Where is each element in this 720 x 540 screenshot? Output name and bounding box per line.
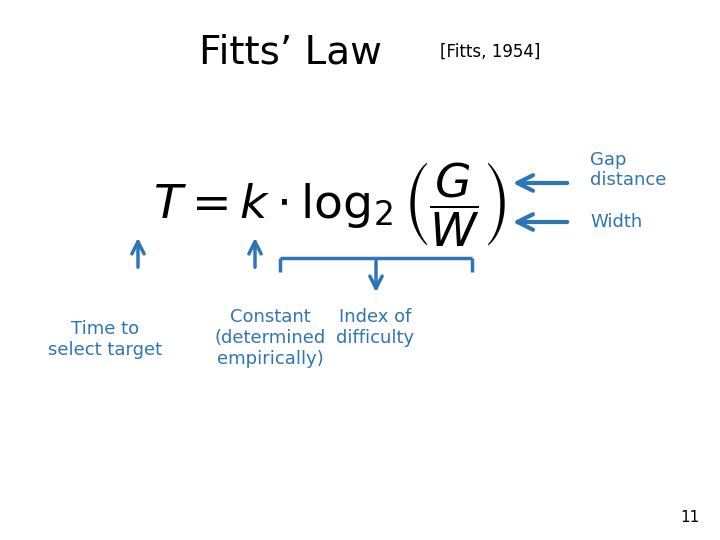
Text: [Fitts, 1954]: [Fitts, 1954] [440, 43, 541, 61]
Text: Constant
(determined
empirically): Constant (determined empirically) [215, 308, 325, 368]
Text: 11: 11 [680, 510, 700, 525]
Text: Fitts’ Law: Fitts’ Law [199, 33, 382, 71]
Text: Width: Width [590, 213, 642, 231]
Text: Index of
difficulty: Index of difficulty [336, 308, 414, 347]
Text: $T = k \cdot \log_2\left(\dfrac{G}{W}\right)$: $T = k \cdot \log_2\left(\dfrac{G}{W}\ri… [153, 160, 507, 249]
Text: Gap
distance: Gap distance [590, 151, 667, 190]
Text: Time to
select target: Time to select target [48, 320, 162, 359]
